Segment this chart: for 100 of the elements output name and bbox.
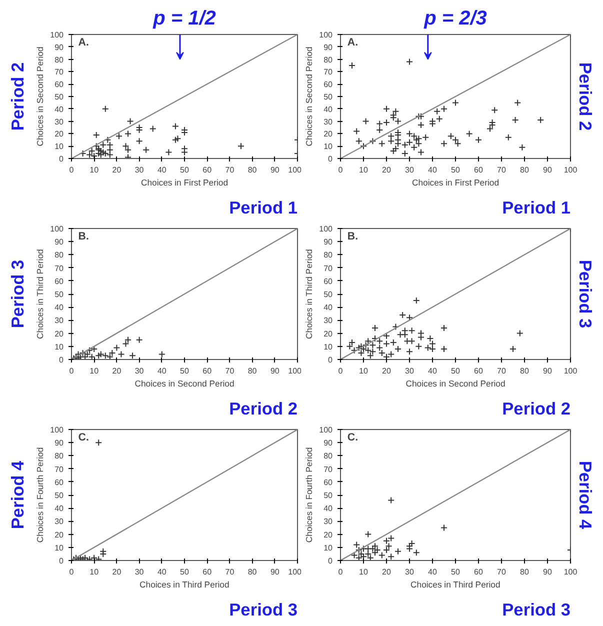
x-tick-label: 100 bbox=[288, 166, 302, 174]
x-tick-label: 30 bbox=[134, 166, 144, 174]
annotation: C. bbox=[347, 432, 358, 444]
y-tick-label: 10 bbox=[324, 342, 334, 352]
x-tick-label: 80 bbox=[520, 166, 530, 174]
text: Period 3 bbox=[8, 259, 28, 328]
x-axis-title: Choices in First Period bbox=[140, 178, 228, 188]
x-axis-title: Choices in Third Period bbox=[140, 580, 230, 590]
x-tick-label: 60 bbox=[474, 366, 484, 376]
y-tick-label: 70 bbox=[324, 264, 334, 273]
x-tick-label: 80 bbox=[520, 366, 530, 376]
y-tick-label: 30 bbox=[54, 117, 64, 126]
y-tick-label: 0 bbox=[59, 356, 64, 364]
y-tick-label: 90 bbox=[324, 238, 334, 247]
y-tick-label: 50 bbox=[54, 491, 64, 500]
y-tick-label: 10 bbox=[324, 142, 334, 152]
text: Period 1 bbox=[229, 198, 298, 218]
x-axis-title: Choices in First Period bbox=[412, 178, 500, 188]
y-tick-label: 40 bbox=[54, 303, 64, 312]
y-tick-label: 90 bbox=[54, 438, 64, 448]
x-tick-label: 0 bbox=[338, 366, 344, 376]
y-tick-label: 40 bbox=[324, 504, 334, 514]
y-tick-label: 100 bbox=[319, 30, 334, 40]
y-tick-label: 40 bbox=[54, 504, 64, 514]
annotation: A. bbox=[78, 36, 89, 48]
x-tick-label: 60 bbox=[474, 166, 484, 174]
x-tick-label: 20 bbox=[112, 568, 122, 576]
x-tick-label: 0 bbox=[338, 166, 344, 174]
y-tick-label: 10 bbox=[324, 543, 334, 552]
x-tick-label: 90 bbox=[270, 366, 280, 376]
x-tick-label: 100 bbox=[288, 366, 302, 376]
x-tick-label: 40 bbox=[157, 568, 167, 576]
y-tick-label: 20 bbox=[324, 130, 334, 139]
x-tick-label: 70 bbox=[225, 366, 235, 376]
y-tick-label: 50 bbox=[324, 92, 334, 102]
y-tick-label: 100 bbox=[50, 224, 64, 234]
y-tick-label: 20 bbox=[324, 329, 334, 338]
x-tick-label: 20 bbox=[112, 366, 122, 376]
x-tick-label: 20 bbox=[382, 166, 392, 174]
x-tick-label: 50 bbox=[451, 568, 460, 576]
x-tick-label: 100 bbox=[564, 568, 578, 576]
y-tick-label: 20 bbox=[324, 530, 334, 540]
x-tick-label: 90 bbox=[543, 366, 552, 376]
text: Period 2 bbox=[502, 398, 570, 418]
y-tick-label: 80 bbox=[54, 250, 64, 260]
x-tick-label: 40 bbox=[428, 366, 438, 376]
y-tick-label: 0 bbox=[328, 154, 334, 164]
text: Period 3 bbox=[576, 260, 596, 329]
text: Period 2 bbox=[8, 62, 28, 131]
y-tick-label: 40 bbox=[324, 104, 334, 114]
annotation: A. bbox=[347, 36, 358, 48]
x-tick-label: 80 bbox=[248, 568, 258, 576]
x-tick-label: 100 bbox=[564, 166, 578, 174]
x-tick-label: 30 bbox=[405, 166, 414, 174]
x-tick-label: 60 bbox=[202, 568, 212, 576]
x-tick-label: 10 bbox=[90, 366, 100, 376]
y-tick-label: 90 bbox=[54, 42, 64, 52]
x-tick-label: 0 bbox=[69, 166, 74, 174]
y-tick-label: 70 bbox=[54, 68, 64, 77]
x-tick-label: 20 bbox=[382, 568, 392, 576]
y-axis-title: Choices in Second Period bbox=[304, 46, 314, 146]
x-tick-label: 70 bbox=[225, 166, 235, 174]
y-tick-label: 60 bbox=[54, 276, 64, 286]
text: Period 1 bbox=[502, 198, 571, 218]
x-tick-label: 60 bbox=[202, 366, 212, 376]
chart-title: p = 2/3 bbox=[423, 8, 487, 30]
x-tick-label: 50 bbox=[180, 166, 190, 174]
x-tick-label: 10 bbox=[359, 568, 368, 576]
x-tick-label: 100 bbox=[564, 366, 578, 376]
x-tick-label: 30 bbox=[134, 366, 144, 376]
text: Period 2 bbox=[576, 62, 596, 131]
x-tick-label: 30 bbox=[405, 366, 414, 376]
text: Period 4 bbox=[8, 460, 28, 530]
x-tick-label: 40 bbox=[428, 166, 438, 174]
y-tick-label: 30 bbox=[54, 517, 64, 526]
x-tick-label: 20 bbox=[382, 366, 392, 376]
x-tick-label: 100 bbox=[288, 568, 302, 576]
x-tick-label: 90 bbox=[270, 166, 280, 174]
x-tick-label: 40 bbox=[428, 568, 438, 576]
x-tick-label: 50 bbox=[180, 366, 190, 376]
x-tick-label: 90 bbox=[543, 568, 552, 576]
y-axis-title: Choices in Second Period bbox=[35, 46, 46, 146]
x-tick-label: 10 bbox=[359, 366, 368, 376]
y-tick-label: 80 bbox=[54, 55, 64, 64]
y-axis-title: Choices in Fourth Period bbox=[304, 447, 314, 543]
y-tick-label: 100 bbox=[50, 426, 64, 434]
y-tick-label: 20 bbox=[54, 130, 64, 139]
y-tick-label: 100 bbox=[50, 30, 64, 40]
y-tick-label: 80 bbox=[324, 452, 334, 461]
x-tick-label: 70 bbox=[497, 166, 506, 174]
y-tick-label: 10 bbox=[54, 142, 64, 152]
y-tick-label: 50 bbox=[324, 491, 334, 500]
y-tick-label: 50 bbox=[324, 290, 334, 299]
y-tick-label: 60 bbox=[324, 80, 334, 90]
y-tick-label: 30 bbox=[324, 316, 334, 326]
y-tick-label: 70 bbox=[324, 464, 334, 474]
y-axis-title: Choices in Third Period bbox=[304, 248, 314, 339]
x-tick-label: 30 bbox=[405, 568, 414, 576]
y-axis-title: Choices in Fourth Period bbox=[35, 447, 46, 543]
y-tick-label: 60 bbox=[54, 80, 64, 90]
